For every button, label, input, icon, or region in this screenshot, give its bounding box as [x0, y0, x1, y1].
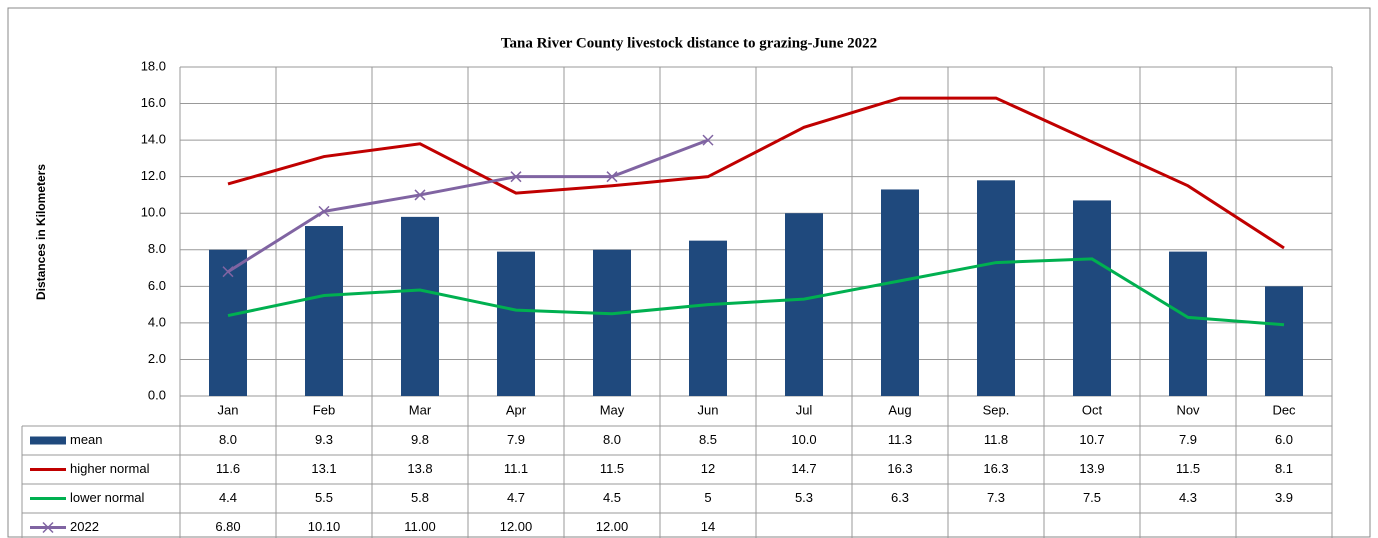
x-tick-label: May	[600, 402, 625, 417]
marker	[222, 266, 234, 278]
line	[227, 257, 1285, 327]
x-tick-label: Jul	[796, 402, 813, 417]
chart-title: Tana River County livestock distance to …	[501, 35, 877, 51]
x-tick-label: Mar	[409, 402, 432, 417]
table-cell: 4.5	[603, 490, 621, 505]
table-cell: 10.7	[1079, 432, 1104, 447]
x-tick-label: Aug	[888, 402, 911, 417]
x-tick-label: Apr	[506, 402, 527, 417]
table-cell: 4.7	[507, 490, 525, 505]
table-cell: 13.8	[407, 461, 432, 476]
y-tick-label: 8.0	[148, 241, 166, 256]
bar	[401, 216, 439, 396]
x-tick-label: Nov	[1176, 402, 1200, 417]
line	[227, 138, 709, 273]
table-cell: 14	[701, 519, 715, 534]
y-axis-label: Distances in Kilometers	[34, 164, 48, 300]
table-cell: 11.5	[1176, 461, 1200, 476]
y-tick-label: 10.0	[141, 205, 166, 220]
y-tick-label: 4.0	[148, 314, 166, 329]
table-cell: 11.00	[404, 519, 436, 534]
x-tick-label: Oct	[1082, 402, 1103, 417]
table-cell: 11.1	[504, 461, 528, 476]
table-cell: 11.3	[888, 432, 912, 447]
table-cell: 5.3	[795, 490, 813, 505]
marker	[510, 171, 522, 183]
x-tick-label: Jan	[218, 402, 239, 417]
legend-label: mean	[70, 432, 103, 447]
table-cell: 9.8	[411, 432, 429, 447]
x-tick-label: Sep.	[983, 402, 1010, 417]
table-cell: 4.3	[1179, 490, 1197, 505]
bar	[209, 249, 247, 396]
table-cell: 8.0	[603, 432, 621, 447]
table-cell: 14.7	[791, 461, 816, 476]
legend-key	[30, 436, 66, 445]
bar	[785, 213, 823, 396]
marker	[702, 134, 714, 146]
y-tick-label: 6.0	[148, 278, 166, 293]
table-cell: 5.5	[315, 490, 333, 505]
table-cell: 11.8	[984, 432, 1008, 447]
table-cell: 7.3	[987, 490, 1005, 505]
table-cell: 8.5	[699, 432, 717, 447]
table-cell: 9.3	[315, 432, 333, 447]
table-cell: 12	[701, 461, 715, 476]
marker	[414, 189, 426, 201]
table-cell: 5.8	[411, 490, 429, 505]
table-cell: 3.9	[1275, 490, 1293, 505]
legend-label: higher normal	[70, 461, 150, 476]
marker	[318, 205, 330, 217]
y-tick-label: 16.0	[141, 95, 166, 110]
table-cell: 16.3	[887, 461, 912, 476]
legend-key	[42, 521, 54, 534]
y-tick-label: 14.0	[141, 132, 166, 147]
table-cell: 16.3	[983, 461, 1008, 476]
line	[227, 96, 1285, 250]
y-tick-label: 12.0	[141, 168, 166, 183]
table-cell: 10.10	[308, 519, 341, 534]
table-cell: 11.6	[216, 461, 240, 476]
legend-label: lower normal	[70, 490, 145, 505]
legend-label: 2022	[70, 519, 99, 534]
table-cell: 12.00	[596, 519, 629, 534]
table-cell: 10.0	[791, 432, 816, 447]
marker	[606, 171, 618, 183]
table-cell: 8.0	[219, 432, 237, 447]
table-cell: 13.9	[1079, 461, 1104, 476]
x-tick-label: Feb	[313, 402, 335, 417]
bar	[305, 226, 343, 396]
table-cell: 11.5	[600, 461, 624, 476]
table-cell: 8.1	[1275, 461, 1293, 476]
bar	[1169, 251, 1207, 396]
y-tick-label: 2.0	[148, 351, 166, 366]
table-cell: 7.9	[1179, 432, 1197, 447]
table-cell: 7.5	[1083, 490, 1101, 505]
bar	[689, 240, 727, 396]
bar	[593, 249, 631, 396]
y-tick-label: 18.0	[141, 58, 166, 73]
x-tick-label: Dec	[1272, 402, 1296, 417]
bar	[881, 189, 919, 396]
table-cell: 13.1	[311, 461, 336, 476]
table-cell: 12.00	[500, 519, 533, 534]
table-cell: 4.4	[219, 490, 237, 505]
x-tick-label: Jun	[698, 402, 719, 417]
bar	[497, 251, 535, 396]
table-cell: 6.3	[891, 490, 909, 505]
table-cell: 6.80	[215, 519, 240, 534]
bar	[1265, 286, 1303, 396]
bar	[977, 180, 1015, 396]
y-tick-label: 0.0	[148, 387, 166, 402]
table-cell: 7.9	[507, 432, 525, 447]
bar	[1073, 200, 1111, 396]
table-cell: 5	[704, 490, 711, 505]
table-cell: 6.0	[1275, 432, 1293, 447]
